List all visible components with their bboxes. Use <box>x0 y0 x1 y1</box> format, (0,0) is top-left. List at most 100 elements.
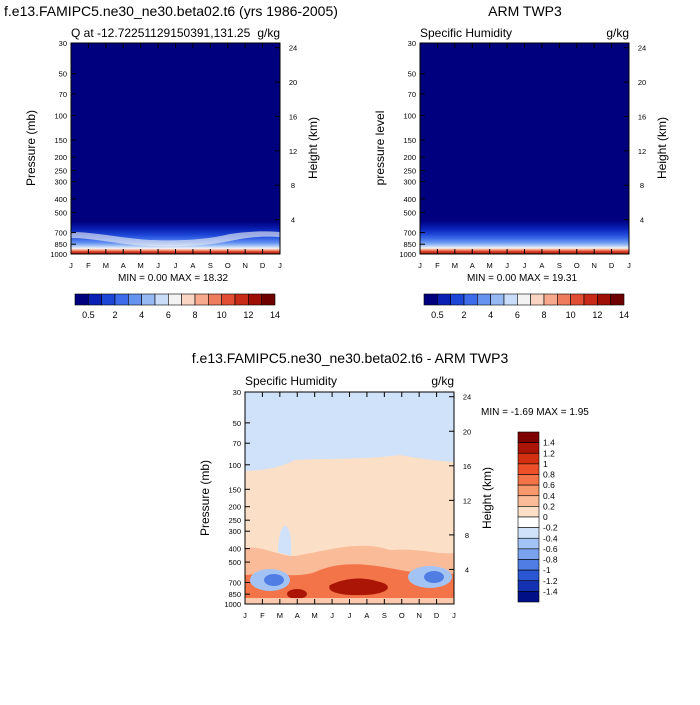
colorbar-label: 8 <box>192 310 197 320</box>
colorbar-box <box>248 293 262 306</box>
panel-model-title: f.e13.FAMIPC5.ne30_ne30.beta02.t6 (yrs 1… <box>4 3 338 19</box>
colorbar-box <box>517 580 540 592</box>
colorbar-box <box>261 293 276 306</box>
panel-diff-left-label: Specific Humidity <box>245 374 337 388</box>
pressure-tick-label: 700 <box>228 578 241 587</box>
colorbar-label: 0.4 <box>543 491 555 501</box>
colorbar-label: 0 <box>543 512 548 522</box>
colorbar-box <box>74 293 89 306</box>
height-tick-label: 16 <box>638 112 646 121</box>
month-tick-label: A <box>364 611 369 620</box>
pressure-tick-label: 400 <box>54 195 67 204</box>
pressure-tick-label: 200 <box>228 503 241 512</box>
month-tick-label: D <box>260 261 266 270</box>
colorbar-box <box>181 293 196 306</box>
colorbar-label: 1 <box>543 459 548 469</box>
panel-obs-left-label: Specific Humidity <box>420 26 512 40</box>
generated-marks: 3050701001502002503004005007008501000242… <box>50 39 646 620</box>
pressure-tick-label: 200 <box>54 153 67 162</box>
month-tick-label: M <box>138 261 144 270</box>
month-tick-label: M <box>487 261 493 270</box>
month-tick-label: J <box>452 611 456 620</box>
colorbar-label: 2 <box>461 310 466 320</box>
colorbar-box <box>517 527 540 539</box>
colorbar-label: 10 <box>217 310 227 320</box>
month-tick-label: O <box>225 261 231 270</box>
pressure-tick-label: 400 <box>403 195 416 204</box>
colorbar-box <box>517 452 540 465</box>
pressure-tick-label: 850 <box>403 240 416 249</box>
month-tick-label: N <box>416 611 421 620</box>
pressure-label: Pressure (mb) <box>24 110 38 186</box>
month-tick-label: J <box>505 261 509 270</box>
colorbar-box <box>530 293 545 306</box>
pressure-tick-label: 50 <box>59 70 67 79</box>
colorbar-label: -1.2 <box>543 576 558 586</box>
colorbar-label: -1 <box>543 565 551 575</box>
height-label: Height (km) <box>306 117 320 179</box>
pressure-tick-label: 1000 <box>224 600 241 609</box>
month-tick-label: O <box>574 261 580 270</box>
colorbar-box <box>463 293 478 306</box>
height-tick-label: 20 <box>638 78 646 87</box>
pressure-tick-label: 30 <box>59 39 67 48</box>
month-tick-label: A <box>295 611 300 620</box>
panel-model-moist-band <box>71 231 280 247</box>
minmax-text: MIN = 0.00 MAX = 19.31 <box>467 273 577 284</box>
month-tick-label: F <box>435 261 440 270</box>
colorbar-label: 14 <box>619 310 629 320</box>
colorbar-box <box>221 293 236 306</box>
pressure-tick-label: 300 <box>54 178 67 187</box>
panel-obs-moisture-field <box>420 180 629 254</box>
colorbar-box <box>234 293 249 306</box>
panel-diff-units: g/kg <box>431 374 454 388</box>
colorbar-label: 6 <box>166 310 171 320</box>
month-tick-label: J <box>243 611 247 620</box>
colorbar-label: 12 <box>243 310 253 320</box>
pressure-tick-label: 100 <box>403 111 416 120</box>
colorbar-box <box>517 506 540 518</box>
pressure-tick-label: 700 <box>403 229 416 238</box>
month-tick-label: J <box>627 261 631 270</box>
colorbar-box <box>570 293 585 306</box>
height-label: Height (km) <box>655 117 669 179</box>
colorbar-label: 0.5 <box>82 310 95 320</box>
colorbar-box <box>437 293 451 306</box>
pressure-tick-label: 300 <box>403 178 416 187</box>
pressure-tick-label: 850 <box>228 590 241 599</box>
colorbar-label: 12 <box>592 310 602 320</box>
pressure-tick-label: 150 <box>54 136 67 145</box>
colorbar-box <box>517 516 540 528</box>
pressure-tick-label: 150 <box>228 485 241 494</box>
colorbar-box <box>517 431 540 443</box>
colorbar-box <box>610 293 625 306</box>
month-tick-label: F <box>86 261 91 270</box>
height-tick-label: 20 <box>289 78 297 87</box>
colorbar-label: -0.2 <box>543 523 558 533</box>
colorbar-label: -0.6 <box>543 544 558 554</box>
colorbar-box <box>141 293 156 306</box>
month-tick-label: S <box>382 611 387 620</box>
colorbar-box <box>168 293 182 306</box>
colorbar-box <box>517 591 540 603</box>
colorbar-box <box>597 293 611 306</box>
height-tick-label: 8 <box>291 181 295 190</box>
month-tick-label: J <box>69 261 73 270</box>
height-tick-label: 24 <box>463 393 471 402</box>
colorbar-box <box>517 548 540 560</box>
colorbar-box <box>101 293 116 306</box>
month-tick-label: S <box>208 261 213 270</box>
pressure-tick-label: 200 <box>403 153 416 162</box>
colorbar-box <box>490 293 505 306</box>
diff-blue-blob-left <box>264 574 284 586</box>
pressure-tick-label: 50 <box>233 419 241 428</box>
month-tick-label: J <box>418 261 422 270</box>
height-tick-label: 16 <box>463 462 471 471</box>
month-tick-label: A <box>470 261 475 270</box>
colorbar-label: 10 <box>566 310 576 320</box>
colorbar-box <box>128 293 142 306</box>
height-tick-label: 4 <box>640 216 644 225</box>
colorbar-label: 1.2 <box>543 448 555 458</box>
month-tick-label: O <box>399 611 405 620</box>
